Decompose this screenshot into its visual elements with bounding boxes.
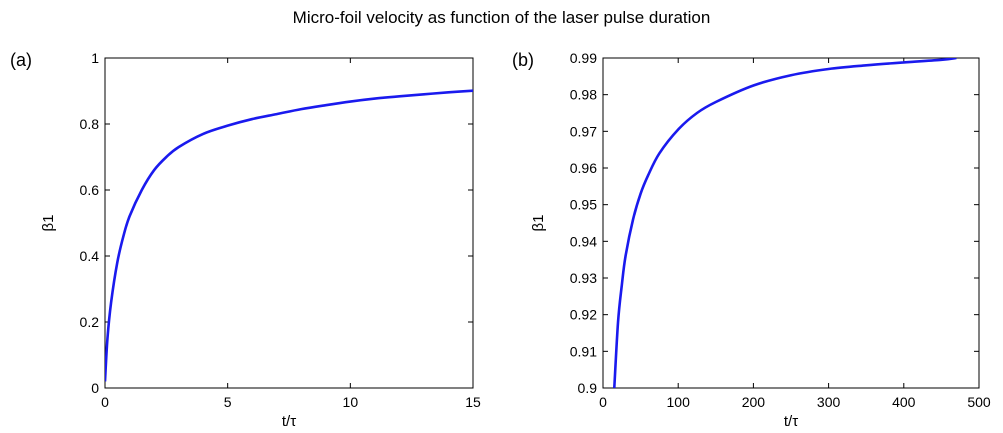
x-tick-label: 0 (101, 394, 109, 410)
y-tick-label: 1 (91, 50, 99, 66)
panel-label-a: (a) (10, 50, 32, 70)
x-tick-label: 10 (343, 394, 359, 410)
y-tick-label: 0.9 (578, 380, 598, 396)
x-tick-label: 200 (742, 394, 766, 410)
axes-frame-a (104, 57, 474, 389)
y-tick-label: 0.99 (570, 50, 597, 66)
series-line-a (105, 89, 473, 382)
x-tick-label: 5 (224, 394, 232, 410)
series-line-b (612, 58, 957, 388)
x-tick-label: 300 (817, 394, 841, 410)
y-tick-label: 0.8 (80, 116, 100, 132)
y-tick-label: 0.6 (80, 182, 100, 198)
y-tick-label: 0.4 (80, 248, 100, 264)
x-tick-label: 400 (892, 394, 916, 410)
y-axis-label: β1 (40, 215, 57, 232)
y-tick-label: 0.95 (570, 197, 597, 213)
x-tick-label: 500 (967, 394, 991, 410)
y-tick-label: 0.92 (570, 307, 597, 323)
x-axis-label: t/τ (784, 413, 798, 430)
figure-title: Micro-foil velocity as function of the l… (292, 8, 711, 27)
y-tick-label: 0.98 (570, 87, 597, 103)
y-tick-label: 0.2 (80, 314, 100, 330)
y-tick-label: 0.93 (570, 270, 597, 286)
x-tick-label: 0 (599, 394, 607, 410)
y-tick-label: 0.91 (570, 343, 597, 359)
x-tick-label: 15 (465, 394, 481, 410)
y-tick-label: 0.94 (570, 233, 597, 249)
y-tick-label: 0.97 (570, 123, 597, 139)
x-axis-label: t/τ (282, 413, 296, 430)
axes-frame-b (602, 57, 980, 389)
y-tick-label: 0 (91, 380, 99, 396)
x-tick-label: 100 (667, 394, 691, 410)
y-tick-label: 0.96 (570, 160, 597, 176)
y-axis-label: β1 (530, 215, 547, 232)
panel-label-b: (b) (512, 50, 534, 70)
